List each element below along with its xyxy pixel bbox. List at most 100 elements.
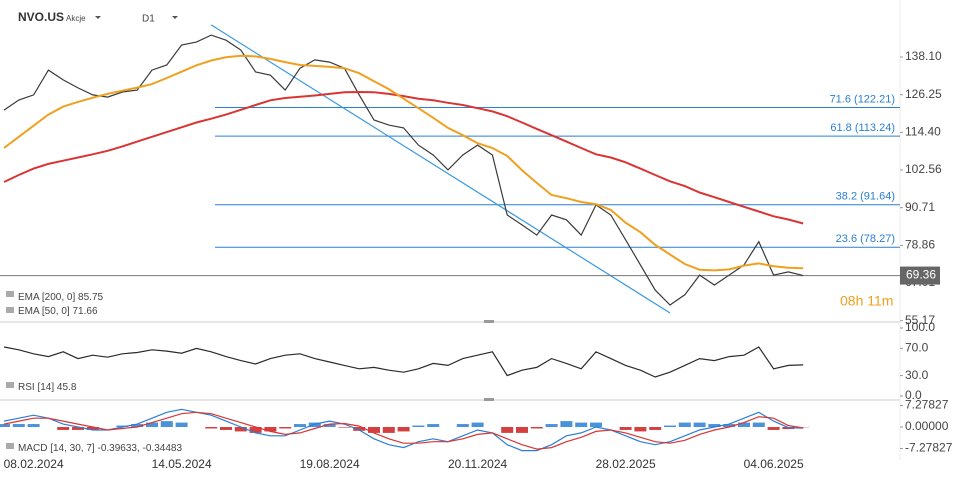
countdown: 08h 11m xyxy=(840,293,893,309)
y-tick-label: 78.86 xyxy=(905,238,935,252)
histogram-bar xyxy=(264,427,277,432)
fibonacci-label: 23.6 (78.27) xyxy=(836,233,895,245)
histogram-bar xyxy=(86,427,99,430)
histogram-bar xyxy=(160,421,173,428)
legend-icons[interactable] xyxy=(6,291,14,449)
y-tick-label: 114.40 xyxy=(905,125,941,139)
legend: RSI [14] 45.8 xyxy=(18,382,77,393)
x-tick-label: 08.02.2024 xyxy=(4,457,64,471)
series-line xyxy=(3,346,804,378)
y-tick-label: 7.27827 xyxy=(905,398,949,412)
trendline xyxy=(210,24,671,314)
histogram-bar xyxy=(131,424,144,428)
histogram-bar xyxy=(353,427,366,431)
fibonacci-label: 38.2 (91.64) xyxy=(836,191,895,203)
legend-part: MACD [14, 30, 7] xyxy=(18,443,95,454)
histogram-bar xyxy=(708,424,721,428)
y-tick-label: -7.27827 xyxy=(905,441,953,455)
histogram-bar xyxy=(249,427,262,433)
dropdown-icon[interactable] xyxy=(95,16,101,19)
histogram-bar xyxy=(146,422,158,428)
y-tick-label: 70.0 xyxy=(905,341,929,355)
histogram-bar xyxy=(560,421,573,428)
histogram-bar xyxy=(412,425,425,428)
series-line xyxy=(3,54,804,272)
histogram-bar xyxy=(12,424,25,428)
histogram-bar xyxy=(323,424,336,428)
histogram-bar xyxy=(590,422,602,428)
y-tick-label: 102.56 xyxy=(905,162,942,176)
legend: EMA [200, 0] 85.75 xyxy=(18,292,104,303)
histogram-bar xyxy=(545,424,558,428)
current-price-box xyxy=(900,266,940,285)
fibonacci-label: 61.8 (113.24) xyxy=(830,122,895,134)
histogram-bar xyxy=(471,422,484,428)
histogram-bar xyxy=(693,422,706,428)
legend-part: -0.39633 xyxy=(97,443,137,454)
legend-part: RSI [14] xyxy=(18,382,54,393)
histogram-bar xyxy=(175,422,188,428)
y-tick-label: 100.0 xyxy=(905,320,935,334)
histogram-bar xyxy=(738,422,750,428)
series-line xyxy=(3,34,804,306)
histogram-bar xyxy=(116,425,129,428)
histogram-bar xyxy=(530,427,543,429)
y-tick-label: 0.00000 xyxy=(905,419,949,433)
legend-part: 85.75 xyxy=(78,292,103,303)
series-line xyxy=(3,408,804,452)
histogram-bar xyxy=(575,422,588,428)
x-tick-label: 20.11.2024 xyxy=(448,457,507,471)
x-tick-label: 14.05.2024 xyxy=(152,457,212,471)
legend-part: 45.8 xyxy=(57,382,77,393)
resize-handle[interactable] xyxy=(484,398,494,401)
x-tick-label: 28.02.2025 xyxy=(596,457,656,471)
histogram-bar xyxy=(382,427,395,433)
histogram-bar xyxy=(649,427,662,430)
histogram-bar xyxy=(368,427,380,433)
histogram-bar xyxy=(456,424,469,428)
y-tick-label: 30.0 xyxy=(905,368,929,382)
histogram-bar xyxy=(723,424,736,428)
histogram-bar xyxy=(72,427,84,430)
histogram-bar xyxy=(664,425,676,428)
histogram-bar xyxy=(397,427,410,432)
y-tick-label: 90.71 xyxy=(905,200,935,214)
legend-part: EMA [200, 0] xyxy=(18,292,75,303)
histogram-bar xyxy=(0,424,10,428)
dropdown-icon[interactable] xyxy=(172,16,178,19)
y-tick-label: 138.10 xyxy=(905,49,942,63)
legend-separator: , xyxy=(137,443,143,454)
histogram-bar xyxy=(501,427,514,433)
histogram-bar xyxy=(752,422,765,428)
x-tick-label: 19.08.2024 xyxy=(300,457,360,471)
histogram-bar xyxy=(279,427,292,429)
histogram-bar xyxy=(294,424,306,428)
histogram-bar xyxy=(634,427,647,432)
asset-kind: Akcje xyxy=(66,14,86,23)
histogram-bar xyxy=(234,427,247,432)
histogram-bar xyxy=(516,427,528,433)
histogram-bar xyxy=(767,427,780,430)
symbol[interactable]: NVO.US xyxy=(18,10,64,24)
legend-part: EMA [50, 0] xyxy=(18,306,70,317)
legend: MACD [14, 30, 7] -0.39633, -0.34483 xyxy=(18,443,182,454)
legend-part: 71.66 xyxy=(72,306,97,317)
fibonacci-label: 71.6 (122.21) xyxy=(830,93,895,105)
interval[interactable]: D1 xyxy=(142,14,155,25)
histogram-bar xyxy=(27,424,40,428)
series-line xyxy=(3,411,804,450)
histogram-bar xyxy=(205,427,218,429)
y-tick-label: 0.0 xyxy=(905,388,922,402)
resize-handle[interactable] xyxy=(484,320,494,323)
legend: EMA [50, 0] 71.66 xyxy=(18,306,98,317)
histogram-bar xyxy=(338,427,351,428)
y-tick-label: 126.25 xyxy=(905,87,942,101)
current-price-label: 69.36 xyxy=(906,268,936,282)
series-line xyxy=(3,90,804,225)
histogram-bar xyxy=(308,422,321,428)
histogram-bar xyxy=(220,427,232,430)
histogram-bar xyxy=(678,422,691,428)
histogram-bar xyxy=(57,427,70,430)
